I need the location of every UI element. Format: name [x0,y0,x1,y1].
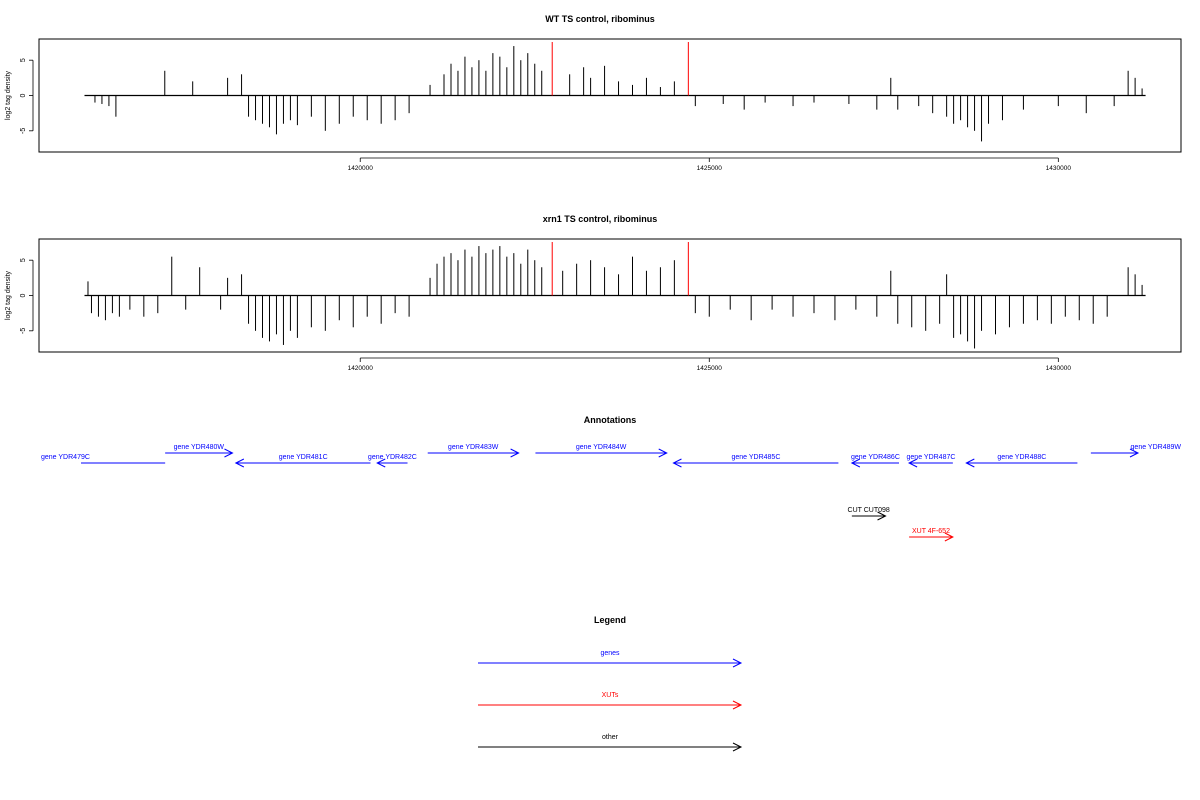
chart-title: xrn1 TS control, ribominus [543,214,658,224]
annotation-label: CUT CUT098 [848,507,890,514]
plot-frame [38,238,1182,353]
x-tick-label: 1425000 [697,165,723,172]
legend-label: XUTs [602,692,619,699]
y-tick-label: -5 [20,328,27,334]
annotation-arrowhead [672,458,682,468]
plot-frame [38,38,1182,153]
x-tick-label: 1430000 [1046,365,1072,372]
annotation-arrowhead [850,458,861,468]
annotation-arrowhead [376,458,386,468]
annotation-label: gene YDR489W [1131,444,1182,451]
x-tick-label: 1420000 [348,165,374,172]
annotation-label: gene YDR487C [907,454,956,461]
annotations-title: Annotations [584,415,637,425]
annotation-arrowhead [877,511,887,521]
legend-arrowhead [732,700,743,710]
annotation-arrowhead [234,458,245,468]
legend-arrowhead [732,742,743,752]
x-tick-label: 1420000 [348,365,374,372]
y-tick-label: 5 [20,258,27,262]
legend-label: other [602,734,619,741]
annotation-label: gene YDR482C [368,454,417,461]
y-tick-label: 0 [20,293,27,297]
y-tick-label: -5 [20,128,27,134]
y-tick-label: 0 [20,93,27,97]
x-tick-label: 1430000 [1046,165,1072,172]
legend-arrowhead [732,658,743,668]
y-axis-label: log2 tag density [5,270,12,320]
annotation-label: gene YDR484W [576,444,627,451]
legend-title: Legend [594,615,626,625]
y-tick-label: 5 [20,58,27,62]
annotation-label: gene YDR488C [997,454,1046,461]
y-axis-label: log2 tag density [5,70,12,120]
annotation-label: gene YDR485C [731,454,780,461]
annotation-label: gene YDR486C [851,454,900,461]
annotation-arrowhead [224,448,234,458]
legend-label: genes [600,650,620,657]
annotation-arrowhead [965,458,975,468]
annotation-label: gene YDR481C [279,454,328,461]
x-tick-label: 1425000 [697,365,723,372]
annotation-arrowhead [658,448,668,458]
annotation-arrowhead [944,532,954,542]
annotation-arrowhead [1129,448,1140,458]
annotation-arrowhead [510,448,520,458]
annotation-label: gene YDR480W [174,444,225,451]
chart-title: WT TS control, ribominus [545,14,655,24]
annotation-label: gene YDR479C [41,454,90,461]
annotation-label: gene YDR483W [448,444,499,451]
annotation-label: XUT 4F-652 [912,528,950,535]
annotation-arrowhead [907,458,918,468]
